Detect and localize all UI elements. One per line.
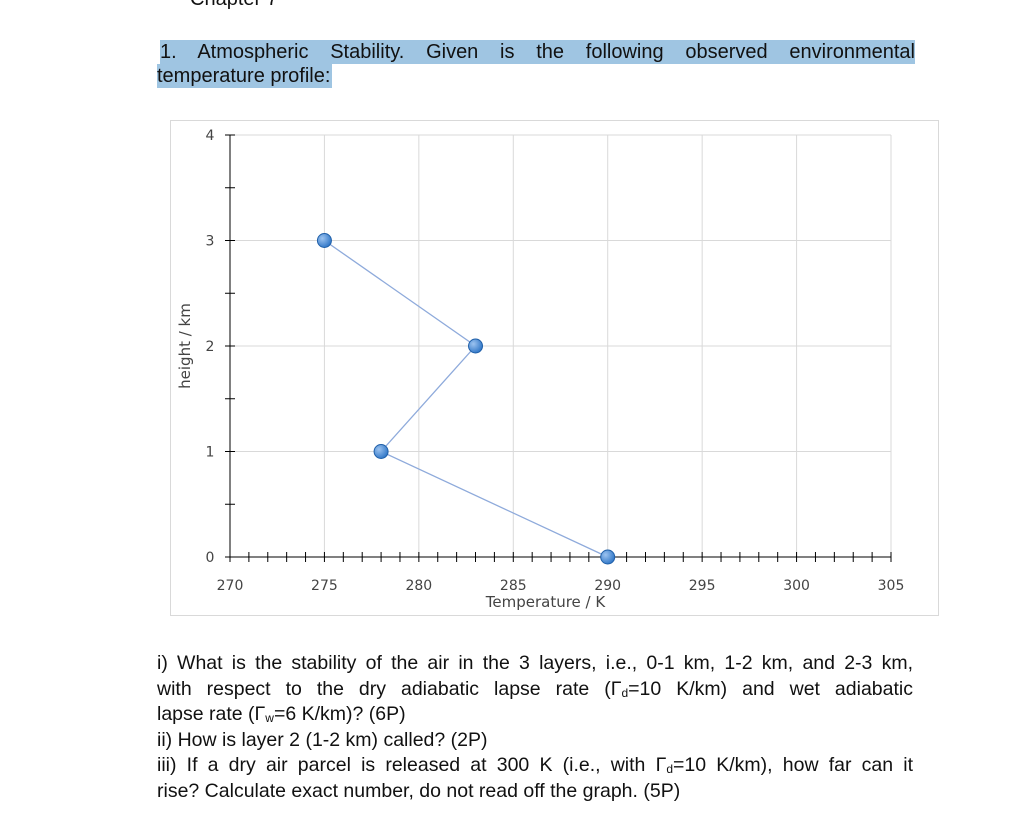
x-tick-label: 280 xyxy=(405,578,432,594)
text: =10 K/km), how far can it xyxy=(673,754,913,776)
subscript: d xyxy=(666,762,673,776)
y-tick-label: 4 xyxy=(206,128,215,144)
question-1-line-3: lapse rate (Γw=6 K/km)? (6P) xyxy=(157,702,913,728)
y-tick-label: 2 xyxy=(206,339,215,355)
chart-frame xyxy=(170,120,939,616)
x-tick-label: 275 xyxy=(311,578,338,594)
chapter-heading: Chapter 7 xyxy=(190,0,278,11)
text: =6 K/km)? (6P) xyxy=(273,703,406,725)
question-title-line-2: temperature profile: xyxy=(157,64,333,88)
x-tick-label: 305 xyxy=(878,578,905,594)
question-2: ii) How is layer 2 (1-2 km) called? (2P) xyxy=(157,728,488,751)
x-axis-label: Temperature / K xyxy=(485,593,607,611)
y-tick-label: 0 xyxy=(206,550,215,566)
y-tick-label: 1 xyxy=(206,445,215,461)
data-point xyxy=(373,444,389,459)
text: iii) If a dry air parcel is released at … xyxy=(157,754,667,776)
x-tick-label: 300 xyxy=(783,578,810,594)
profile-line xyxy=(324,239,608,558)
temperature-profile-chart: 270 275 280 285 290 295 300 305 0 1 2 3 4 Temperature… xyxy=(176,128,905,611)
x-tick-label: 290 xyxy=(594,578,621,594)
data-point xyxy=(316,233,332,248)
subscript: w xyxy=(265,711,274,725)
question-3-line-2: rise? Calculate exact number, do not rea… xyxy=(157,779,681,802)
x-tick-label: 270 xyxy=(217,578,244,594)
y-axis-label: height / km xyxy=(176,303,194,389)
text: with respect to the dry adiabatic lapse … xyxy=(157,677,622,700)
subscript: d xyxy=(621,685,629,700)
text: =10 K/km) and wet adiabatic xyxy=(628,677,913,700)
question-1-line-2: with respect to the dry adiabatic lapse … xyxy=(157,677,913,703)
x-tick-label: 285 xyxy=(500,578,527,594)
data-point xyxy=(600,549,616,565)
question-title-line-1: 1. Atmospheric Stability. Given is the f… xyxy=(160,40,915,64)
x-tick-label: 295 xyxy=(689,578,716,594)
question-1-line-1: i) What is the stability of the air in t… xyxy=(157,652,913,674)
text: lapse rate (Γ xyxy=(157,703,266,725)
data-point xyxy=(468,338,484,354)
y-tick-label: 3 xyxy=(206,234,215,250)
question-3-line-1: iii) If a dry air parcel is released at … xyxy=(157,753,913,779)
